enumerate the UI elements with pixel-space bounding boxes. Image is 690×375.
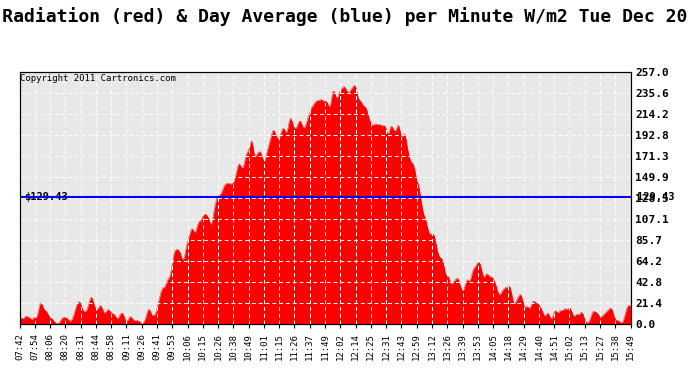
Text: $129.43: $129.43 <box>23 192 68 202</box>
Text: Copyright 2011 Cartronics.com: Copyright 2011 Cartronics.com <box>20 74 176 83</box>
Text: Solar Radiation (red) & Day Average (blue) per Minute W/m2 Tue Dec 20 15:51: Solar Radiation (red) & Day Average (blu… <box>0 8 690 27</box>
Text: 129.43: 129.43 <box>638 192 675 202</box>
